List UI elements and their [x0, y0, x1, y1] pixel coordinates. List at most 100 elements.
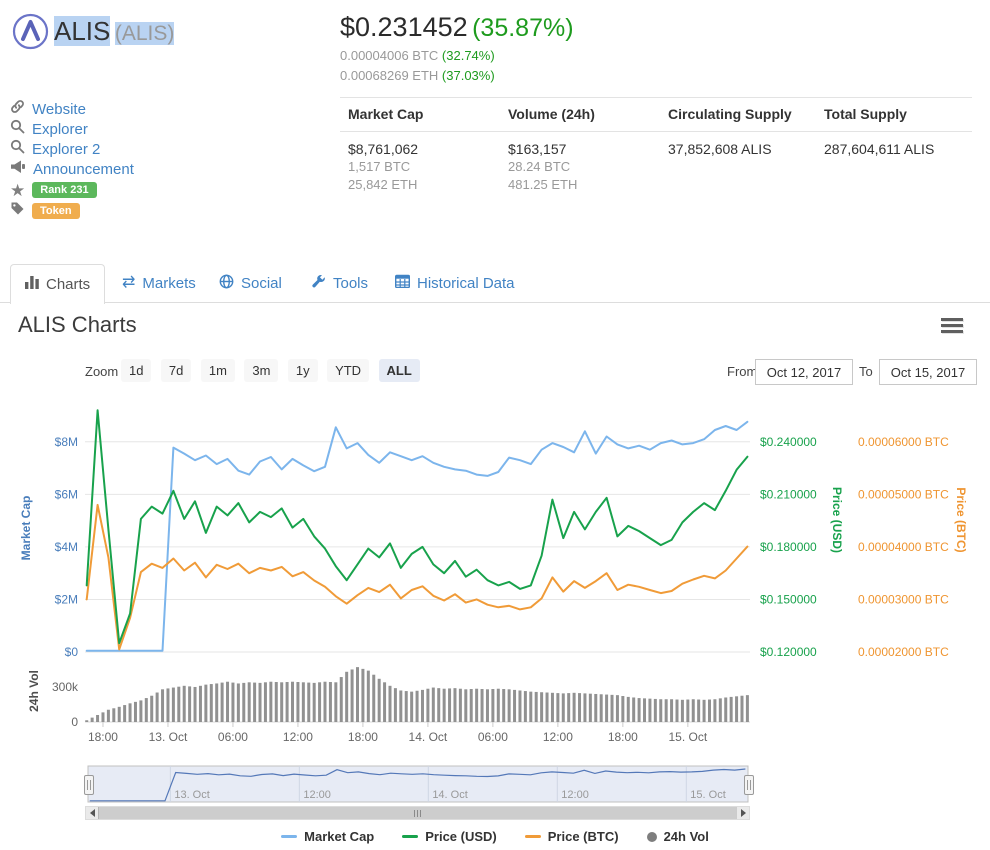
page-title: ALIS (ALIS): [54, 16, 175, 47]
calendar-table-icon: [394, 274, 411, 292]
zoom-button-1d[interactable]: 1d: [121, 359, 152, 382]
tab-historical-data[interactable]: Historical Data: [381, 264, 529, 302]
stats-header-total: Total Supply: [824, 106, 907, 122]
price-eth-change: (37.03%): [441, 68, 495, 83]
x-axis-label: 12:00: [543, 730, 573, 744]
market-cap-tick-label: $8M: [55, 435, 78, 449]
legend-item-market-cap[interactable]: Market Cap: [281, 829, 374, 844]
x-axis-label: 15. Oct: [668, 730, 707, 744]
price-btc-row: 0.00004006 BTC (32.74%): [340, 48, 495, 63]
coin-name: ALIS: [54, 16, 111, 46]
market-cap-tick-label: $2M: [55, 592, 78, 606]
from-date-input[interactable]: [755, 359, 853, 385]
zoom-button-1m[interactable]: 1m: [200, 359, 235, 382]
alis-logo: [12, 13, 49, 55]
x-axis-label: 18:00: [88, 730, 118, 744]
stats-top-border: [340, 97, 972, 98]
x-axis-label: 06:00: [218, 730, 248, 744]
link-icon: [10, 99, 25, 119]
tab-social[interactable]: Social: [205, 264, 296, 302]
price-btc-tick-label: 0.00004000 BTC: [858, 540, 949, 554]
chart-legend: Market Cap Price (USD) Price (BTC) 24h V…: [0, 829, 990, 844]
stats-header-divider: [340, 131, 972, 132]
zoom-button-all[interactable]: ALL: [378, 359, 420, 382]
navigator-left-handle[interactable]: [84, 775, 94, 795]
price-usd-tick-label: $0.120000: [760, 645, 817, 659]
volume-tick-label: 0: [71, 715, 78, 729]
stat-total-supply: 287,604,611 ALIS: [824, 141, 935, 157]
tab-charts[interactable]: Charts: [10, 264, 106, 304]
stat-market-cap-eth: 25,842 ETH: [348, 177, 418, 192]
x-axis-label: 06:00: [478, 730, 508, 744]
stat-volume-btc: 28.24 BTC: [508, 159, 571, 174]
chart-plot-area[interactable]: [85, 405, 750, 722]
stat-volume-eth: 481.25 ETH: [508, 177, 578, 192]
x-axis-label: 18:00: [348, 730, 378, 744]
zoom-label: Zoom: [85, 364, 119, 379]
market-cap-tick-label: $6M: [55, 487, 78, 501]
coin-symbol: (ALIS): [114, 22, 175, 45]
stat-volume-usd: $163,157: [508, 141, 567, 157]
price-btc-axis-title: Price (BTC): [954, 487, 968, 552]
legend-item-24h-vol[interactable]: 24h Vol: [646, 829, 709, 844]
chart-title: ALIS Charts: [18, 312, 137, 337]
chart-scrollbar: [85, 806, 750, 820]
market-cap-axis-title: Market Cap: [19, 496, 33, 561]
zoom-button-1y[interactable]: 1y: [287, 359, 318, 382]
exchange-arrows-icon: ⇄: [122, 274, 136, 291]
zoom-button-3m[interactable]: 3m: [244, 359, 279, 382]
price-btc-tick-label: 0.00006000 BTC: [858, 435, 949, 449]
to-date-input[interactable]: [879, 359, 977, 385]
price-btc-tick-label: 0.00005000 BTC: [858, 487, 949, 501]
price-usd-tick-label: $0.240000: [760, 435, 817, 449]
legend-item-price-usd[interactable]: Price (USD): [402, 829, 497, 844]
hamburger-menu-icon[interactable]: [941, 318, 963, 336]
stats-header-market-cap: Market Cap: [348, 106, 424, 122]
search-icon: [10, 139, 25, 159]
navigator-right-handle[interactable]: [744, 775, 754, 795]
x-axis-label: 12:00: [283, 730, 313, 744]
stat-circulating-supply: 37,852,608 ALIS: [668, 141, 772, 157]
stats-header-volume: Volume (24h): [508, 106, 595, 122]
x-axis-label: 13. Oct: [149, 730, 188, 744]
price-usd-change: (35.87%): [472, 14, 574, 42]
tab-bar-border: [0, 302, 990, 303]
from-label: From: [727, 364, 758, 379]
price-btc-swatch: [524, 835, 541, 838]
legend-item-price-btc[interactable]: Price (BTC): [524, 829, 619, 844]
token-badge: Token: [32, 203, 80, 219]
stat-market-cap-usd: $8,761,062: [348, 141, 419, 157]
bar-chart-icon: [25, 276, 39, 293]
scrollbar-thumb[interactable]: [98, 807, 737, 819]
volume-tick-label: 300k: [52, 680, 79, 694]
stat-market-cap-btc: 1,517 BTC: [348, 159, 411, 174]
price-usd-tick-label: $0.180000: [760, 540, 817, 554]
price-eth-row: 0.00068269 ETH (37.03%): [340, 68, 495, 83]
price-usd-axis-title: Price (USD): [830, 487, 844, 553]
token-row: Token: [10, 201, 80, 221]
zoom-button-group: 1d 7d 1m 3m 1y YTD ALL: [121, 359, 425, 382]
rank-badge: Rank 231: [32, 182, 97, 198]
scrollbar-right-arrow[interactable]: [736, 807, 749, 819]
navigator-area[interactable]: [88, 766, 748, 802]
tab-markets[interactable]: ⇄ Markets: [122, 274, 196, 292]
x-axis-label: 18:00: [608, 730, 638, 744]
announcement-link[interactable]: Announcement: [10, 159, 134, 179]
price-btc-tick-label: 0.00003000 BTC: [858, 592, 949, 606]
explorer-2-link[interactable]: Explorer 2: [10, 139, 100, 159]
price-usd-tick-label: $0.150000: [760, 592, 817, 606]
explorer-link[interactable]: Explorer: [10, 119, 88, 139]
zoom-button-ytd[interactable]: YTD: [327, 359, 370, 382]
wrench-icon: [311, 274, 326, 293]
price-btc-change: (32.74%): [441, 48, 495, 63]
website-link[interactable]: Website: [10, 99, 86, 119]
zoom-button-7d[interactable]: 7d: [160, 359, 192, 382]
price-usd-tick-label: $0.210000: [760, 487, 817, 501]
price-eth: 0.00068269 ETH: [340, 68, 439, 83]
tab-tools[interactable]: Tools: [297, 264, 382, 302]
star-icon: ★: [10, 180, 26, 200]
price-usd-swatch: [402, 835, 419, 838]
tag-icon: [10, 201, 25, 221]
megaphone-icon: [10, 160, 26, 179]
